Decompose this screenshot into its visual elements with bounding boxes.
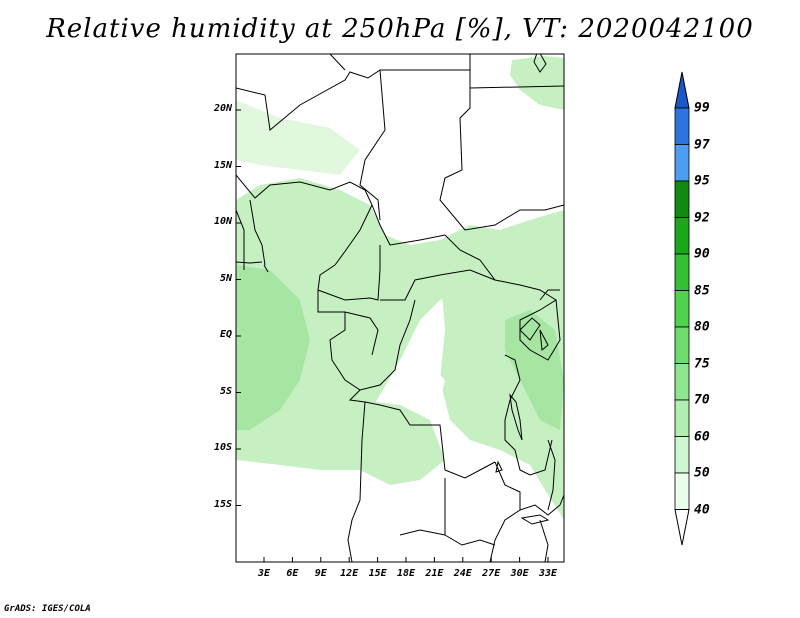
colorbar-segment [674,436,690,474]
longitude-label: 12E [340,568,359,579]
colorbar [674,71,690,546]
humidity-region-south [360,400,445,485]
colorbar-label: 50 [694,465,710,481]
longitude-label: 30E [510,568,529,579]
colorbar-segment [674,144,690,182]
colorbar-segment [674,326,690,364]
credit-text: GrADS: IGES/COLA [4,604,91,614]
map-frame [235,53,565,563]
longitude-label: 15E [368,568,387,579]
longitude-label: 18E [396,568,416,579]
axis-ticks [236,109,549,562]
longitude-label: 21E [425,568,444,579]
latitude-label: 5N [219,272,232,284]
latitude-label: 5S [219,385,232,397]
humidity-region-north [236,100,360,175]
colorbar-label: 80 [694,319,710,335]
longitude-label: 24E [453,568,472,579]
colorbar-segment [674,399,690,437]
humidity-field [236,54,564,562]
colorbar-label: 60 [694,429,710,444]
lakes [495,54,550,525]
colorbar-segment [674,253,690,291]
colorbar-label: 40 [694,502,710,517]
latitude-label: 15N [213,159,232,171]
latitude-label: EQ [219,329,232,340]
colorbar-top-arrow [674,71,690,109]
colorbar-label: 85 [694,283,710,298]
latitude-label: 15S [213,498,232,510]
dry-pocket [400,360,445,400]
colorbar-segment [674,363,690,401]
humidity-region-west [236,178,564,470]
latitude-label: 10N [213,216,232,227]
latitude-label: 10S [213,442,232,453]
latitude-label: 20N [213,103,232,114]
chart-title: Relative humidity at 250hPa [%], VT: 202… [46,14,754,44]
longitude-label: 6E [286,568,299,579]
colorbar-label: 92 [694,210,710,225]
colorbar-label: 70 [694,392,710,408]
longitude-label: 9E [314,568,327,579]
longitude-label: 3E [257,568,271,579]
longitude-label: 27E [482,568,501,579]
colorbar-segment [674,107,690,145]
humidity-core-west [236,265,310,430]
longitude-label: 33E [538,568,558,579]
colorbar-segment [674,472,690,510]
colorbar-segment [674,217,690,255]
colorbar-label: 90 [694,246,710,262]
colorbar-label: 99 [694,100,710,116]
colorbar-bottom-arrow [674,509,690,546]
colorbar-segment [674,180,690,218]
humidity-region-northeast [510,56,564,110]
country-borders [236,54,564,562]
colorbar-label: 95 [694,173,710,189]
colorbar-segment [674,290,690,328]
colorbar-label: 97 [694,137,710,152]
colorbar-label: 75 [694,356,710,371]
